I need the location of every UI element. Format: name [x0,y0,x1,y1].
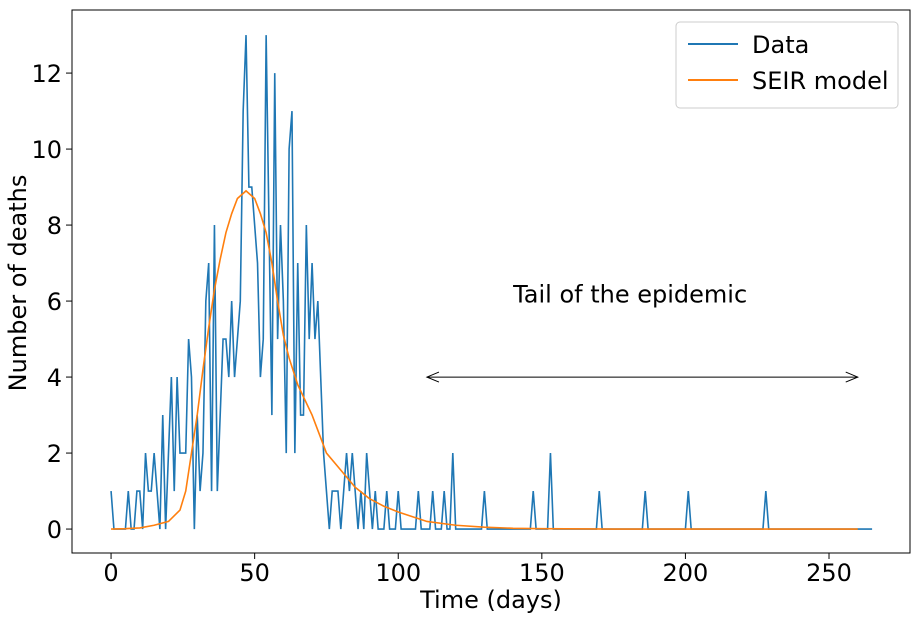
y-tick-label: 6 [47,288,62,316]
x-tick-label: 250 [806,559,852,587]
y-tick-label: 10 [31,136,62,164]
y-tick-label: 12 [31,60,62,88]
x-tick-label: 0 [103,559,118,587]
arrow-head [425,371,440,383]
legend-label: SEIR model [752,67,889,95]
x-tick-label: 50 [239,559,270,587]
arrow-head [845,371,860,383]
y-tick-label: 4 [47,364,62,392]
x-tick-label: 150 [519,559,565,587]
legend: Data SEIR model [675,21,899,109]
y-axis-label: Number of deaths [4,175,32,392]
legend-label: Data [752,31,809,59]
y-tick-label: 8 [47,212,62,240]
x-axis-label: Time (days) [419,586,562,614]
series-line [110,35,873,530]
series-line [111,189,858,530]
annotation: Tail of the epidemic [512,280,747,308]
y-tick-label: 2 [47,440,62,468]
x-tick-label: 100 [375,559,421,587]
y-tick-label: 0 [47,516,62,544]
x-tick-label: 200 [663,559,709,587]
plot-frame [71,9,911,554]
